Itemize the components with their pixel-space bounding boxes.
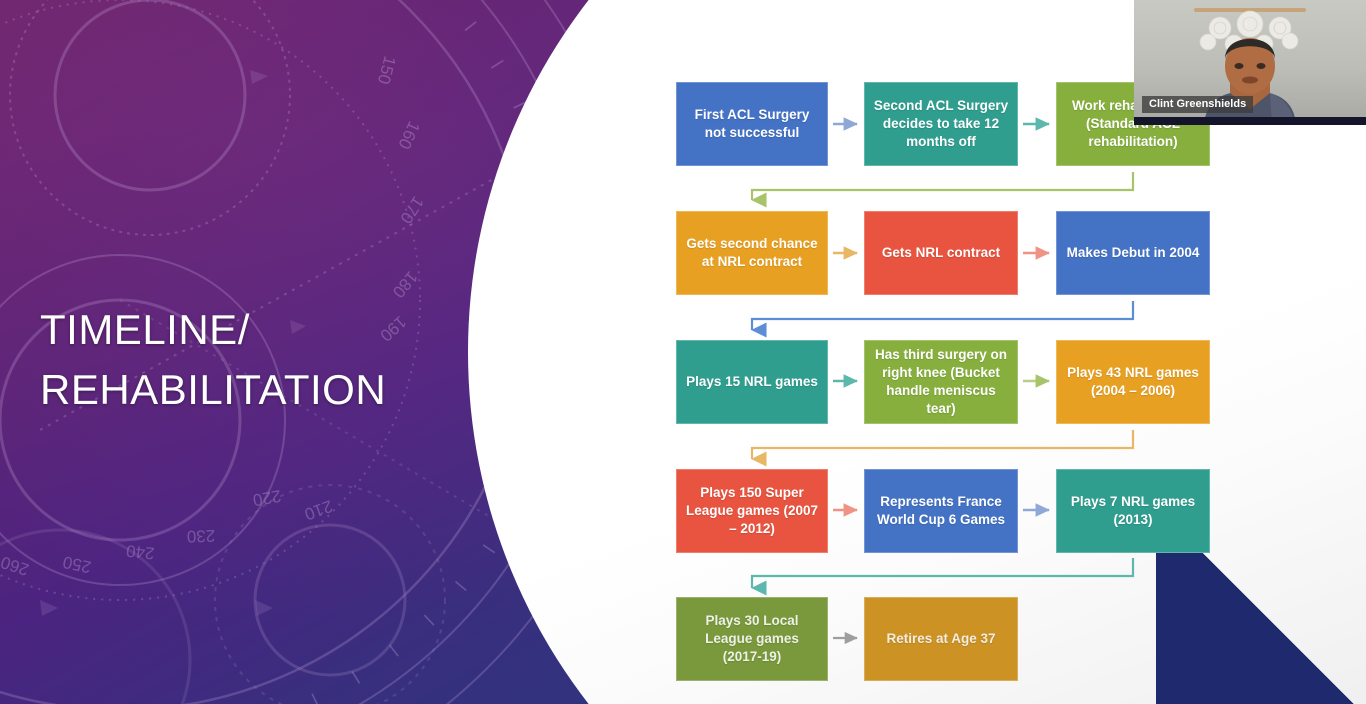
flow-node-label: Plays 43 NRL games (2004 – 2006) xyxy=(1067,365,1199,398)
flow-node[interactable]: Represents France World Cup 6 Games xyxy=(864,469,1018,553)
flow-node-label: Plays 30 Local League games (2017-19) xyxy=(705,613,799,664)
flow-node[interactable]: Plays 43 NRL games (2004 – 2006) xyxy=(1056,340,1210,424)
flow-node-label: Retires at Age 37 xyxy=(886,631,996,647)
flow-node[interactable]: Second ACL Surgery decides to take 12 mo… xyxy=(864,82,1018,166)
slide-corner-bottom-right xyxy=(1156,534,1366,704)
page-title: TIMELINE/ REHABILITATION xyxy=(40,300,460,419)
participant-name-label: Clint Greenshields xyxy=(1142,96,1254,113)
flow-node[interactable]: Retires at Age 37 xyxy=(864,597,1018,681)
flow-node-label: Makes Debut in 2004 xyxy=(1066,245,1200,261)
flow-node-label: First ACL Surgery not successful xyxy=(694,107,810,140)
flow-node-label: Gets NRL contract xyxy=(881,245,1001,261)
flow-node-label: Has third surgery on right knee (Bucket … xyxy=(874,347,1008,416)
flow-node[interactable]: Makes Debut in 2004 xyxy=(1056,211,1210,295)
flow-node-label: Plays 15 NRL games xyxy=(686,374,818,390)
flow-node[interactable]: Gets NRL contract xyxy=(864,211,1018,295)
flow-node-label: Plays 7 NRL games (2013) xyxy=(1070,494,1196,527)
flow-node[interactable]: Gets second chance at NRL contract xyxy=(676,211,828,295)
video-participant-tile[interactable]: Clint Greenshields xyxy=(1134,0,1366,125)
flow-node-label: Second ACL Surgery decides to take 12 mo… xyxy=(873,98,1009,149)
page-title-line-2: REHABILITATION xyxy=(40,365,387,413)
flow-node[interactable]: First ACL Surgery not successful xyxy=(676,82,828,166)
flow-node-label: Plays 150 Super League games (2007 – 201… xyxy=(685,485,819,536)
flow-node[interactable]: Plays 15 NRL games xyxy=(676,340,828,424)
flow-node-label: Gets second chance at NRL contract xyxy=(686,236,818,269)
flow-node[interactable]: Has third surgery on right knee (Bucket … xyxy=(864,340,1018,424)
video-tile-bottom-bar xyxy=(1134,117,1366,125)
flow-node[interactable]: Plays 30 Local League games (2017-19) xyxy=(676,597,828,681)
flow-node[interactable]: Plays 7 NRL games (2013) xyxy=(1056,469,1210,553)
flow-node-label: Represents France World Cup 6 Games xyxy=(876,494,1006,527)
page-title-line-1: TIMELINE/ xyxy=(40,306,250,353)
flow-node[interactable]: Plays 150 Super League games (2007 – 201… xyxy=(676,469,828,553)
